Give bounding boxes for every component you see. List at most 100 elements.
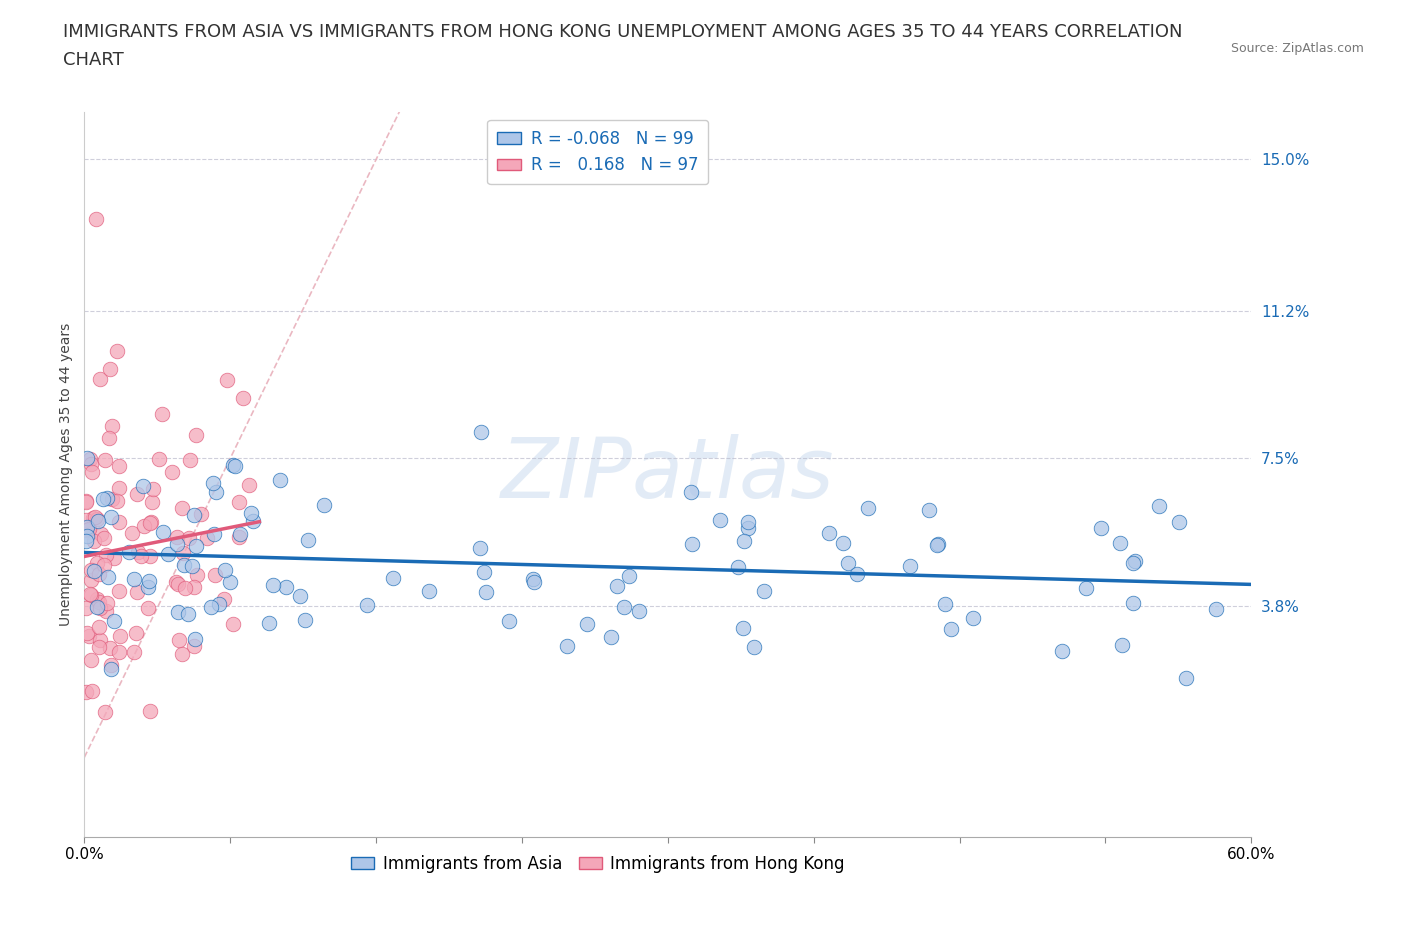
Point	[208, 596, 231, 611]
Point	[179, 452, 201, 467]
Point	[172, 500, 194, 515]
Point	[925, 538, 948, 552]
Point	[219, 575, 242, 590]
Point	[94, 604, 117, 618]
Point	[962, 610, 984, 625]
Point	[125, 585, 148, 600]
Point	[169, 632, 191, 647]
Point	[103, 614, 125, 629]
Point	[941, 622, 963, 637]
Point	[122, 644, 145, 659]
Point	[217, 372, 239, 387]
Point	[214, 562, 236, 577]
Point	[100, 418, 122, 433]
Point	[472, 565, 495, 579]
Point	[134, 518, 156, 533]
Point	[103, 551, 125, 565]
Point	[523, 575, 546, 590]
Point	[124, 572, 146, 587]
Point	[75, 534, 97, 549]
Point	[90, 526, 112, 541]
Point	[294, 613, 316, 628]
Point	[138, 601, 160, 616]
Point	[125, 626, 148, 641]
Point	[80, 572, 103, 587]
Point	[142, 482, 165, 497]
Point	[96, 548, 118, 563]
Point	[96, 596, 118, 611]
Y-axis label: Unemployment Among Ages 35 to 44 years: Unemployment Among Ages 35 to 44 years	[59, 323, 73, 626]
Point	[150, 406, 173, 421]
Text: CHART: CHART	[63, 51, 124, 69]
Point	[754, 584, 776, 599]
Point	[86, 600, 108, 615]
Point	[242, 514, 264, 529]
Point	[214, 591, 236, 606]
Point	[737, 514, 759, 529]
Point	[87, 640, 110, 655]
Point	[75, 522, 97, 537]
Text: IMMIGRANTS FROM ASIA VS IMMIGRANTS FROM HONG KONG UNEMPLOYMENT AMONG AGES 35 TO : IMMIGRANTS FROM ASIA VS IMMIGRANTS FROM …	[63, 23, 1182, 41]
Point	[108, 629, 131, 644]
Text: ZIPatlas: ZIPatlas	[501, 433, 835, 515]
Point	[96, 491, 118, 506]
Point	[89, 619, 111, 634]
Point	[240, 506, 263, 521]
Point	[89, 601, 111, 616]
Point	[100, 661, 122, 676]
Point	[77, 522, 100, 537]
Point	[1123, 553, 1146, 568]
Point	[166, 537, 188, 551]
Point	[152, 525, 174, 539]
Point	[257, 616, 280, 631]
Point	[201, 476, 224, 491]
Point	[846, 566, 869, 581]
Point	[139, 514, 162, 529]
Point	[177, 607, 200, 622]
Point	[108, 584, 131, 599]
Point	[93, 530, 115, 545]
Point	[180, 559, 202, 574]
Point	[83, 564, 105, 578]
Point	[238, 478, 260, 493]
Point	[475, 584, 498, 599]
Point	[98, 640, 121, 655]
Point	[141, 495, 163, 510]
Point	[613, 600, 636, 615]
Point	[80, 684, 103, 698]
Point	[195, 530, 218, 545]
Point	[86, 512, 108, 526]
Point	[1090, 521, 1112, 536]
Point	[97, 569, 120, 584]
Point	[1111, 638, 1133, 653]
Point	[86, 513, 108, 528]
Point	[709, 512, 731, 527]
Point	[204, 567, 226, 582]
Point	[105, 343, 128, 358]
Point	[418, 584, 440, 599]
Point	[108, 458, 131, 473]
Point	[75, 495, 97, 510]
Point	[127, 544, 149, 559]
Point	[468, 540, 491, 555]
Point	[139, 515, 162, 530]
Point	[139, 549, 162, 564]
Point	[162, 465, 184, 480]
Point	[179, 530, 201, 545]
Point	[224, 458, 246, 473]
Point	[89, 632, 111, 647]
Point	[200, 600, 222, 615]
Point	[276, 580, 298, 595]
Point	[101, 492, 124, 507]
Point	[98, 362, 121, 377]
Point	[173, 557, 195, 572]
Point	[222, 458, 245, 472]
Point	[105, 494, 128, 509]
Point	[80, 587, 103, 602]
Point	[82, 511, 104, 525]
Point	[93, 558, 115, 573]
Point	[132, 479, 155, 494]
Point	[184, 428, 207, 443]
Point	[1205, 602, 1227, 617]
Point	[742, 640, 765, 655]
